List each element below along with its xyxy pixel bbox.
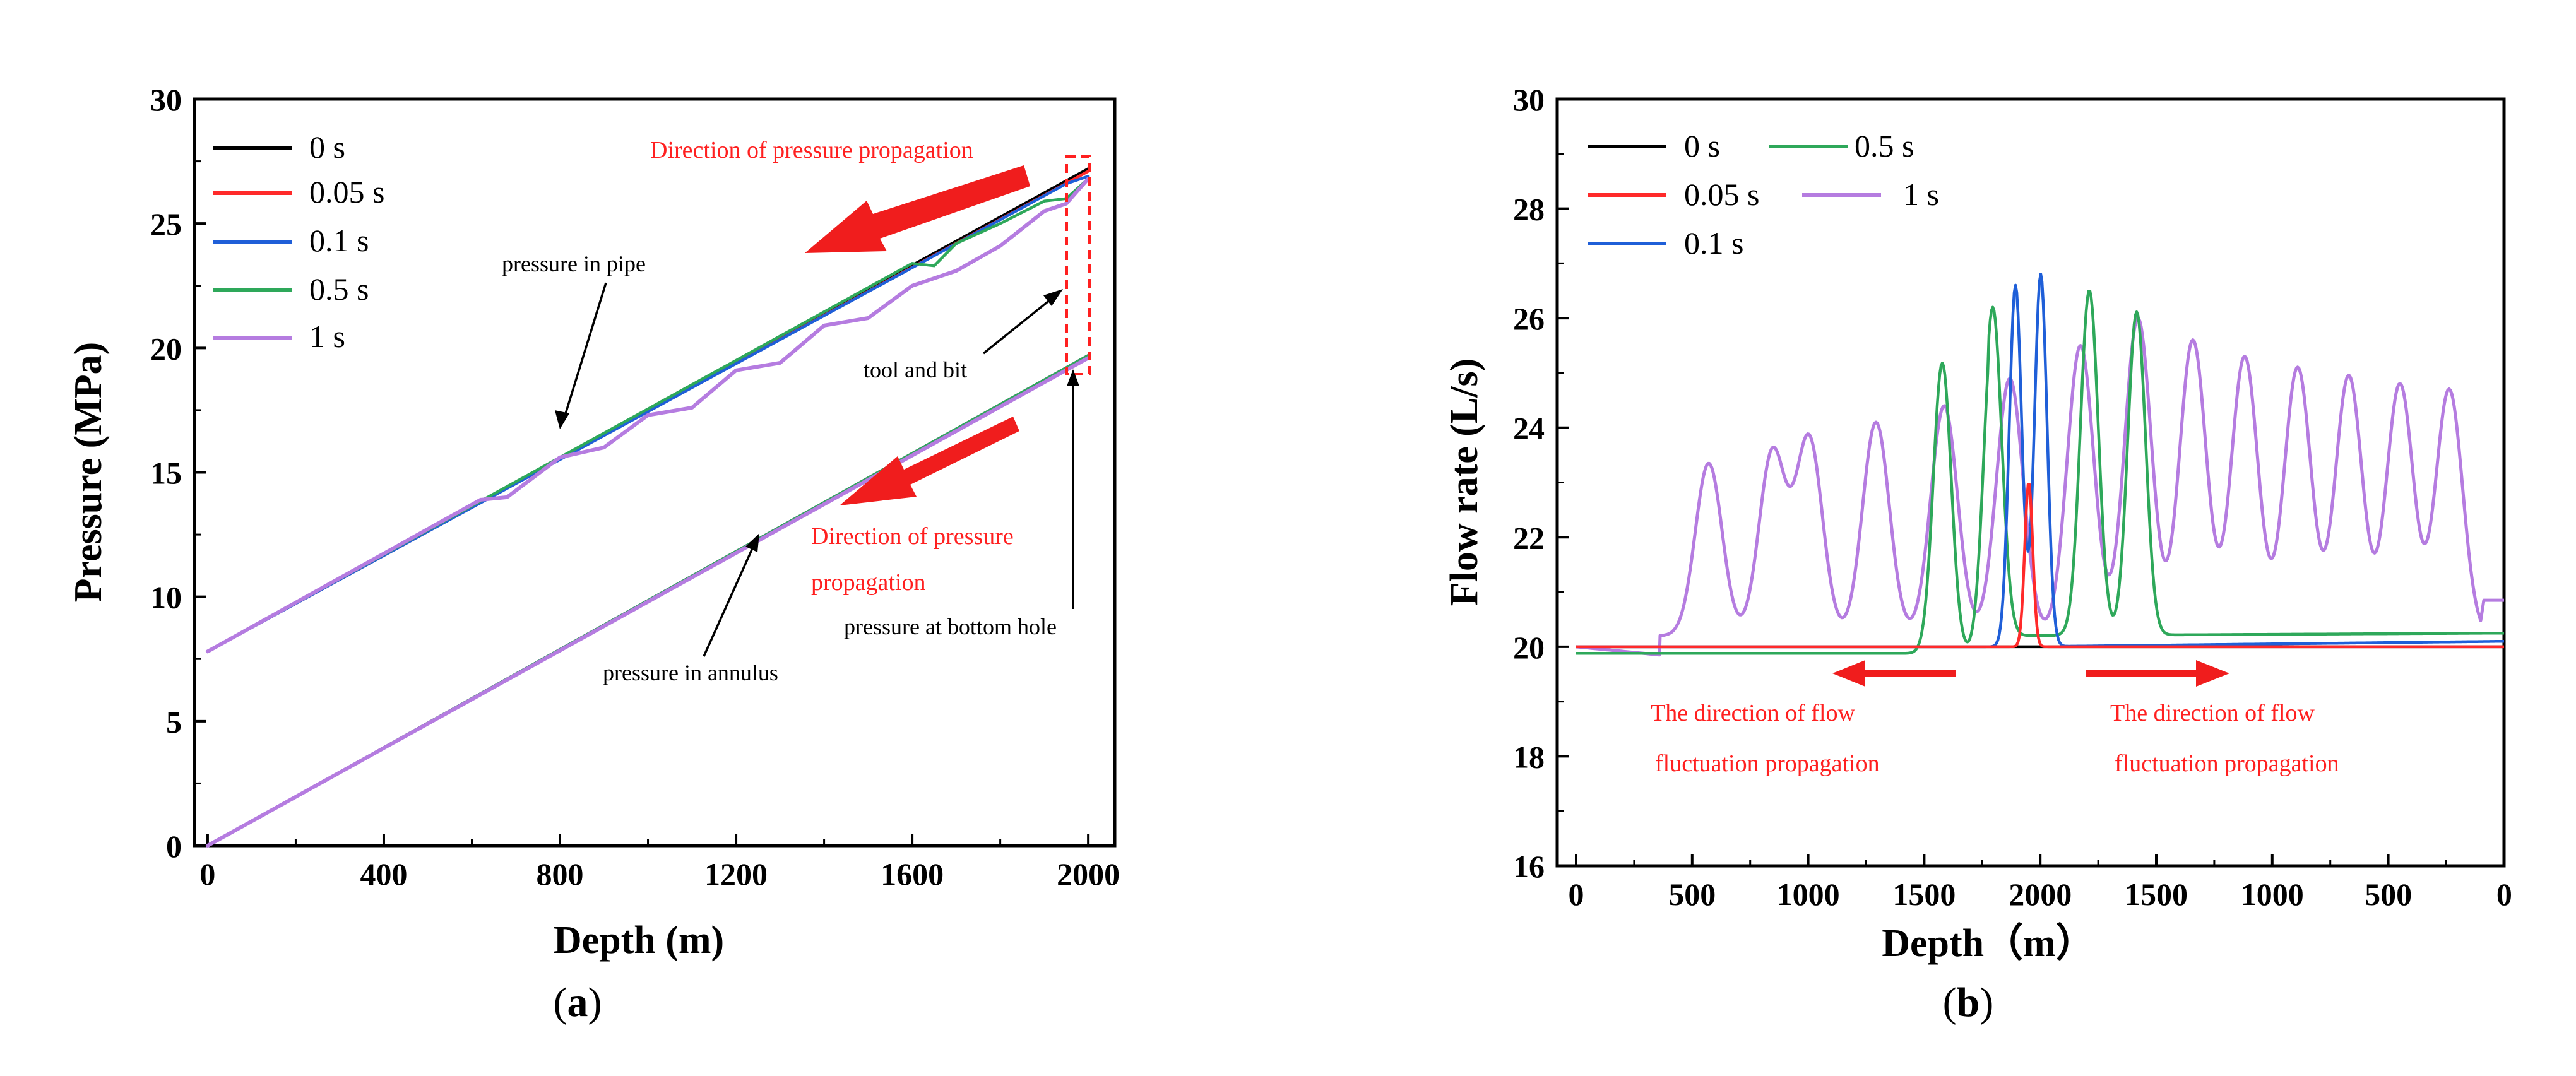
legend: 0 s 0.05 s 0.1 s 0.5 s 1 s [213,129,384,354]
y-tick-label: 20 [1513,630,1545,665]
series-line-005s [1576,483,2505,649]
arrowhead [1067,369,1079,386]
y-axis-title: Pressure (MPa) [67,342,110,603]
legend-label: 1 s [309,319,345,354]
x-tick-label: 0 [2496,877,2512,912]
x-tick-label: 500 [2365,877,2412,912]
x-tick-label: 1000 [1777,877,1840,912]
x-tick-label: 2000 [1057,856,1120,892]
annotation-tool-and-bit: tool and bit [864,357,967,382]
x-tick-label: 1500 [2125,877,2188,912]
x-tick-label: 1200 [704,856,768,892]
y-tick-label: 10 [150,580,182,615]
annotation-pressure-bottom-hole: pressure at bottom hole [844,614,1057,639]
y-axis-ticks: 16 18 20 22 24 26 28 30 [1513,82,1569,884]
series-line-1s-pipe [205,177,1091,654]
y-tick-label: 26 [1513,301,1545,336]
x-tick-label: 800 [537,856,584,892]
panel-label-letter: a [567,979,588,1026]
annotation-right-line2: fluctuation propagation [2115,750,2339,777]
y-axis-title: Flow rate (L/s) [1443,358,1486,606]
annotation-left-line2: fluctuation propagation [1655,750,1880,777]
y-tick-label: 28 [1513,192,1545,227]
series-line-01s [1576,272,2505,649]
arrowhead [555,410,569,429]
x-axis-title: Depth (m) [554,919,724,962]
data-curves [1576,272,2505,657]
legend-label: 0 s [1684,128,1720,163]
series-line-05s [1576,290,2505,655]
x-tick-label: 1500 [1892,877,1956,912]
x-tick-label: 0 [199,856,215,892]
panel-a: 0 5 10 15 20 25 30 0 400 800 1200 1600 2000 Pressur… [67,82,1120,1026]
arrow-pressure-in-annulus [703,542,756,657]
legend-label: 0.5 s [309,271,369,307]
y-axis-ticks: 0 5 10 15 20 25 30 [150,82,206,864]
legend-label: 0.05 s [309,174,384,210]
panel-label: (a) [554,979,602,1026]
annotation-direction-top: Direction of pressure propagation [650,137,973,163]
annotation-right-line1: The direction of flow [2110,700,2315,726]
arrowhead [1043,289,1063,306]
x-tick-label: 2000 [2009,877,2072,912]
y-tick-label: 30 [150,82,182,117]
y-tick-label: 0 [166,829,182,864]
panel-label-letter: b [1957,979,1980,1026]
plot-frame [193,97,1117,848]
annotation-direction-mid-2: propagation [811,569,926,596]
legend-label: 0.1 s [309,223,369,258]
red-arrow-mid [840,417,1019,505]
legend-label: 0.5 s [1855,128,1914,163]
tool-and-bit-box [1065,155,1091,375]
red-arrow-right [2086,660,2229,687]
y-tick-label: 18 [1513,739,1545,774]
annotation-direction-mid-1: Direction of pressure [811,523,1014,550]
x-axis-ticks: 0 400 800 1200 1600 2000 [199,834,1120,892]
y-tick-label: 22 [1513,520,1545,555]
y-tick-label: 25 [150,206,182,242]
legend-label: 0.1 s [1684,225,1743,261]
x-tick-label: 500 [1668,877,1716,912]
y-tick-label: 5 [166,704,182,740]
legend-label: 0 s [309,129,345,165]
x-tick-label: 400 [360,856,407,892]
x-axis-title: Depth（m） [1882,921,2095,965]
x-tick-label: 0 [1569,877,1584,912]
panel-b: 16 18 20 22 24 26 28 30 0 500 1000 1500 2000 1500 100… [1443,82,2512,1026]
annotation-pressure-in-pipe: pressure in pipe [502,251,646,276]
panel-label: (b) [1943,979,1994,1026]
data-curves [205,167,1091,848]
y-tick-label: 20 [150,331,182,366]
series-line-1s-annulus [205,356,1091,848]
red-arrow-left [1832,660,1956,687]
x-tick-label: 1600 [881,856,944,892]
legend: 0 s 0.5 s 0.05 s 1 s 0.1 s [1588,128,1939,261]
legend-label: 0.05 s [1684,177,1759,212]
annotation-pressure-in-annulus: pressure in annulus [603,660,778,685]
x-axis-ticks: 0 500 1000 1500 2000 1500 1000 500 0 [1569,854,2512,912]
y-tick-label: 30 [1513,82,1545,117]
arrowhead [745,533,759,552]
series-line-1s [1576,317,2504,657]
arrow-pressure-in-pipe [562,282,607,420]
y-tick-label: 16 [1513,849,1545,884]
red-arrow-top [805,165,1030,253]
y-tick-label: 15 [150,456,182,491]
arrow-tool-and-bit [982,295,1055,355]
y-tick-label: 24 [1513,411,1545,446]
series-line-05s-pipe [206,177,1090,653]
annotation-left-line1: The direction of flow [1651,700,1856,726]
x-tick-label: 1000 [2241,877,2304,912]
legend-label: 1 s [1903,177,1939,212]
